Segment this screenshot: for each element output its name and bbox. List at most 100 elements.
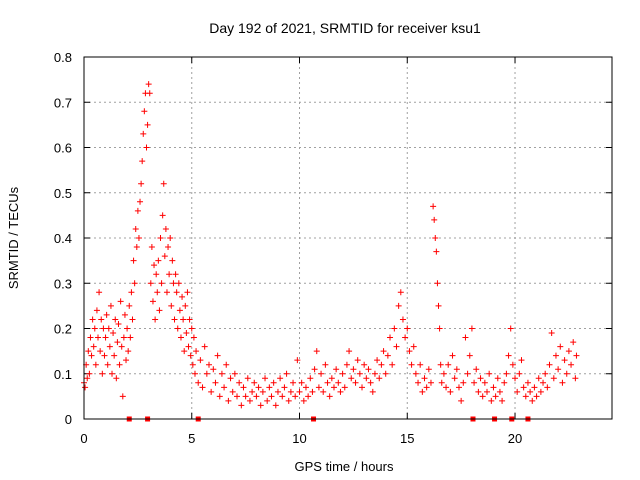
y-tick-label: 0.4 [54,231,72,246]
data-point [570,339,577,346]
data-point [82,384,89,391]
data-point [335,379,342,386]
data-point [535,375,542,382]
data-point [507,325,514,332]
data-point [197,357,204,364]
data-point [563,370,570,377]
data-point [419,388,426,395]
data-point [104,361,111,368]
data-point [132,225,139,232]
data-point [509,361,516,368]
data-point [274,388,281,395]
data-point [565,348,572,355]
data-point [173,289,180,296]
x-tick-label: 15 [400,431,414,446]
data-point [90,343,97,350]
data-point [259,388,266,395]
data-point [277,375,284,382]
data-point [363,375,370,382]
data-point [455,384,462,391]
data-point [167,235,174,241]
data-point [181,348,188,355]
tick-labels: 0 0.1 0.2 0.3 0.4 0.5 0.6 0.7 0.8 0 5 10 15 20 [54,50,522,446]
data-point [531,384,538,391]
data-point [99,370,106,377]
data-point [352,379,359,386]
data-point [561,357,568,364]
data-point [402,334,409,341]
data-point [146,90,153,97]
data-point [135,235,142,241]
data-point [159,212,166,219]
data-point [356,370,363,377]
data-point [114,339,121,346]
data-point [110,330,117,337]
data-point [440,370,447,377]
data-point [180,316,187,323]
data-point [189,361,196,368]
data-point [573,352,580,359]
data-point [96,289,103,296]
data-point [431,216,438,223]
data-point [223,361,230,368]
data-point [520,384,527,391]
data-point [225,397,232,404]
data-point [417,361,424,368]
data-point [542,370,549,377]
data-point [473,366,480,373]
data-point [451,375,458,382]
data-point [177,334,184,341]
data-point [221,384,228,391]
data-point [134,207,141,214]
data-point [309,388,316,395]
data-point [212,379,219,386]
data-point [262,375,269,382]
data-point [157,235,164,241]
data-point [311,366,318,373]
data-point [350,366,357,373]
plot-frame [83,56,613,420]
data-point [484,388,491,395]
data-point [155,257,162,264]
data-point [84,375,91,382]
data-point [516,370,523,377]
x-tick-label: 10 [292,431,306,446]
data-point [144,121,151,128]
data-point [174,325,181,332]
data-point [201,343,208,350]
y-tick-label: 0.2 [54,322,72,337]
data-point [374,357,381,364]
data-point [268,393,275,400]
data-point [191,370,198,377]
data-point [290,379,297,386]
data-point [93,307,100,314]
data-point [246,397,253,404]
data-point [572,375,579,382]
data-point [109,370,116,377]
data-point [117,298,124,305]
data-point [397,289,404,296]
data-point [471,379,478,386]
data-point [154,289,161,296]
data-point [123,357,130,364]
y-tick-label: 0.8 [54,50,72,65]
data-point [88,352,95,359]
data-point [468,325,475,332]
data-point [138,180,145,187]
data-point [139,158,146,165]
data-point [399,316,406,323]
data-point [555,366,562,373]
data-point [160,180,167,187]
data-point [199,384,206,391]
data-point [522,393,529,400]
data-point [208,388,215,395]
data-point [279,393,286,400]
data-point [378,361,385,368]
data-point [524,379,531,386]
data-point [229,388,236,395]
data-point [529,397,536,404]
data-point [143,144,150,151]
data-point [151,262,158,269]
data-point [253,393,260,400]
